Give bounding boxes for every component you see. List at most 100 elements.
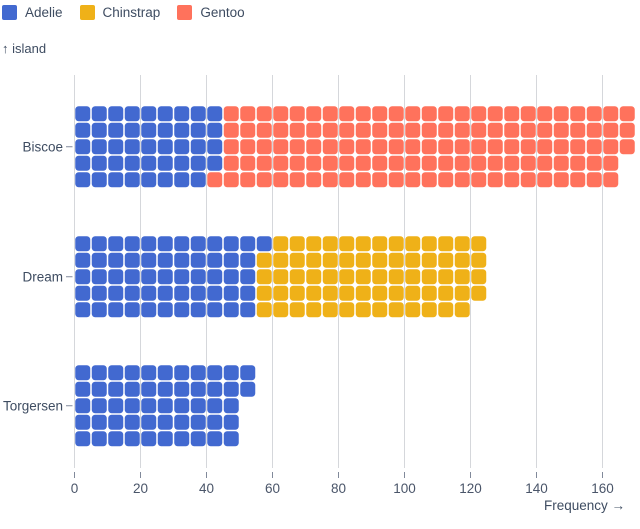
waffle-cell-chinstrap bbox=[405, 285, 421, 301]
waffle-cell-adelie bbox=[223, 285, 239, 301]
waffle-cell-gentoo bbox=[306, 172, 322, 188]
waffle-cell-gentoo bbox=[504, 122, 520, 138]
waffle-cell-gentoo bbox=[487, 155, 503, 171]
waffle-cell-gentoo bbox=[454, 106, 470, 122]
waffle-cell-adelie bbox=[141, 285, 157, 301]
waffle-cell-adelie bbox=[108, 122, 124, 138]
waffle-cell-chinstrap bbox=[355, 236, 371, 252]
waffle-cell-adelie bbox=[124, 414, 140, 430]
waffle-cell-adelie bbox=[174, 269, 190, 285]
waffle-cell-chinstrap bbox=[372, 236, 388, 252]
waffle-cell-adelie bbox=[207, 414, 223, 430]
waffle-cell-gentoo bbox=[289, 172, 305, 188]
waffle-cell-adelie bbox=[157, 431, 173, 447]
waffle-cell-adelie bbox=[75, 381, 91, 397]
waffle-cell-adelie bbox=[124, 269, 140, 285]
waffle-cell-adelie bbox=[174, 252, 190, 268]
legend-item-adelie: Adelie bbox=[2, 5, 63, 20]
waffle-cell-gentoo bbox=[553, 106, 569, 122]
waffle-cell-gentoo bbox=[586, 122, 602, 138]
waffle-cell-gentoo bbox=[355, 106, 371, 122]
waffle-cell-adelie bbox=[174, 106, 190, 122]
waffle-cell-adelie bbox=[108, 155, 124, 171]
waffle-cell-adelie bbox=[157, 269, 173, 285]
waffle-cell-adelie bbox=[108, 285, 124, 301]
waffle-cell-chinstrap bbox=[454, 236, 470, 252]
waffle-cell-adelie bbox=[223, 398, 239, 414]
category-label-torgersen: Torgersen bbox=[3, 398, 63, 413]
waffle-cell-adelie bbox=[174, 302, 190, 318]
waffle-cell-adelie bbox=[223, 269, 239, 285]
waffle-cell-gentoo bbox=[256, 106, 272, 122]
waffle-cell-gentoo bbox=[619, 106, 635, 122]
waffle-cell-adelie bbox=[157, 302, 173, 318]
waffle-cell-adelie bbox=[91, 236, 107, 252]
waffle-cell-gentoo bbox=[240, 106, 256, 122]
waffle-cell-adelie bbox=[157, 155, 173, 171]
category-label-dream: Dream bbox=[22, 269, 63, 284]
waffle-cell-chinstrap bbox=[322, 236, 338, 252]
tick-label-x-0: 0 bbox=[71, 481, 79, 496]
tick-label-x-100: 100 bbox=[393, 481, 416, 496]
waffle-cell-gentoo bbox=[306, 139, 322, 155]
waffle-cell-adelie bbox=[190, 285, 206, 301]
waffle-cell-gentoo bbox=[240, 122, 256, 138]
waffle-cell-adelie bbox=[91, 285, 107, 301]
waffle-cell-chinstrap bbox=[421, 236, 437, 252]
waffle-cell-gentoo bbox=[537, 106, 553, 122]
waffle-cell-gentoo bbox=[256, 172, 272, 188]
waffle-cell-gentoo bbox=[372, 172, 388, 188]
waffle-cell-adelie bbox=[207, 155, 223, 171]
waffle-cell-chinstrap bbox=[438, 252, 454, 268]
waffle-cell-adelie bbox=[207, 302, 223, 318]
waffle-cell-gentoo bbox=[306, 155, 322, 171]
waffle-cell-chinstrap bbox=[273, 252, 289, 268]
waffle-cell-gentoo bbox=[405, 122, 421, 138]
waffle-cell-adelie bbox=[75, 252, 91, 268]
waffle-cell-gentoo bbox=[619, 122, 635, 138]
waffle-cell-adelie bbox=[91, 431, 107, 447]
waffle-cell-adelie bbox=[91, 139, 107, 155]
waffle-cell-gentoo bbox=[438, 122, 454, 138]
waffle-cell-gentoo bbox=[438, 155, 454, 171]
waffle-cell-gentoo bbox=[240, 139, 256, 155]
waffle-cell-adelie bbox=[141, 122, 157, 138]
waffle-cell-chinstrap bbox=[289, 252, 305, 268]
waffle-cell-gentoo bbox=[372, 139, 388, 155]
waffle-cell-adelie bbox=[91, 365, 107, 381]
waffle-cell-gentoo bbox=[322, 172, 338, 188]
waffle-cell-gentoo bbox=[372, 122, 388, 138]
waffle-cell-gentoo bbox=[537, 172, 553, 188]
waffle-cell-gentoo bbox=[405, 172, 421, 188]
waffle-cell-gentoo bbox=[619, 139, 635, 155]
waffle-cell-gentoo bbox=[355, 139, 371, 155]
waffle-cell-gentoo bbox=[570, 172, 586, 188]
waffle-cell-chinstrap bbox=[388, 252, 404, 268]
waffle-cell-adelie bbox=[190, 252, 206, 268]
waffle-cell-adelie bbox=[108, 431, 124, 447]
waffle-cell-gentoo bbox=[223, 139, 239, 155]
waffle-cell-gentoo bbox=[504, 139, 520, 155]
waffle-cell-gentoo bbox=[586, 139, 602, 155]
waffle-cell-chinstrap bbox=[289, 236, 305, 252]
waffle-cell-adelie bbox=[207, 269, 223, 285]
waffle-cell-adelie bbox=[141, 414, 157, 430]
waffle-cell-chinstrap bbox=[256, 285, 272, 301]
waffle-cell-chinstrap bbox=[339, 285, 355, 301]
waffle-cell-gentoo bbox=[289, 122, 305, 138]
waffle-cell-gentoo bbox=[471, 155, 487, 171]
tick-label-x-40: 40 bbox=[199, 481, 214, 496]
waffle-cell-adelie bbox=[141, 106, 157, 122]
waffle-cell-gentoo bbox=[322, 155, 338, 171]
waffle-cell-gentoo bbox=[586, 155, 602, 171]
waffle-cell-gentoo bbox=[372, 155, 388, 171]
waffle-cell-gentoo bbox=[223, 155, 239, 171]
waffle-cell-chinstrap bbox=[289, 269, 305, 285]
waffle-cell-adelie bbox=[75, 285, 91, 301]
waffle-cell-gentoo bbox=[471, 106, 487, 122]
waffle-cell-chinstrap bbox=[273, 269, 289, 285]
waffle-cell-chinstrap bbox=[289, 302, 305, 318]
waffle-cell-adelie bbox=[207, 236, 223, 252]
waffle-cell-gentoo bbox=[504, 155, 520, 171]
